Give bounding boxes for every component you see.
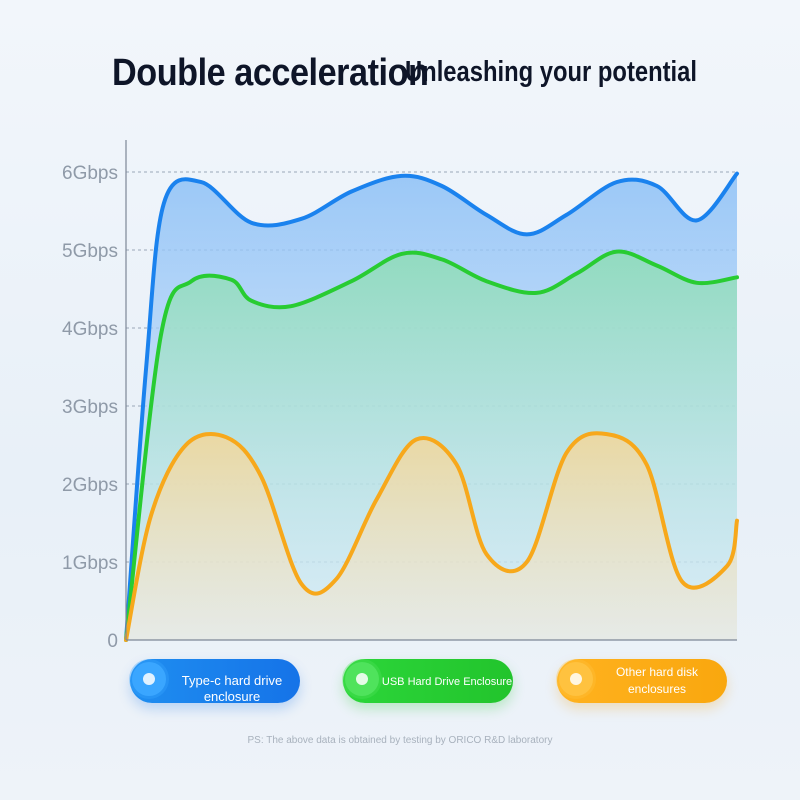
legend-dot-icon <box>132 662 166 696</box>
axes <box>125 140 737 641</box>
legend-label: USB Hard Drive Enclosure <box>381 676 513 688</box>
page-subtitle: Unleashing your potential <box>405 56 697 88</box>
page-title: Double acceleration <box>112 52 429 94</box>
series-line-1 <box>124 171 739 642</box>
legend-dot-icon <box>559 662 593 696</box>
y-tick-label: 5Gbps <box>62 241 118 262</box>
series-line-3 <box>124 431 739 642</box>
series-line-2 <box>124 249 739 642</box>
legend-type-c: Type-c hard drive enclosure <box>130 659 300 704</box>
y-tick-label: 4Gbps <box>62 319 118 340</box>
y-tick-labels: 0 1Gbps 2Gbps 3Gbps 4Gbps 5Gbps 6Gbps <box>62 163 118 650</box>
legend-label: Other hard disk enclosures <box>615 665 699 696</box>
legend-usb: USB Hard Drive Enclosure <box>343 659 513 703</box>
legend-dot-icon <box>345 662 379 696</box>
y-tick-label: 6Gbps <box>62 163 118 184</box>
area-fills <box>126 173 737 640</box>
y-tick-label: 1Gbps <box>62 553 118 574</box>
y-tick-label: 2Gbps <box>62 475 118 496</box>
legend-other: Other hard disk enclosures <box>557 659 727 703</box>
speed-chart: 0 1Gbps 2Gbps 3Gbps 4Gbps 5Gbps 6Gbps <box>62 140 739 650</box>
y-tick-label: 0 <box>107 631 118 650</box>
footnote: PS: The above data is obtained by testin… <box>247 735 553 746</box>
series-lines <box>124 171 739 642</box>
series-area-3 <box>126 433 737 640</box>
y-tick-label: 3Gbps <box>62 397 118 418</box>
legend-label: Type-c hard drive enclosure <box>181 673 283 704</box>
